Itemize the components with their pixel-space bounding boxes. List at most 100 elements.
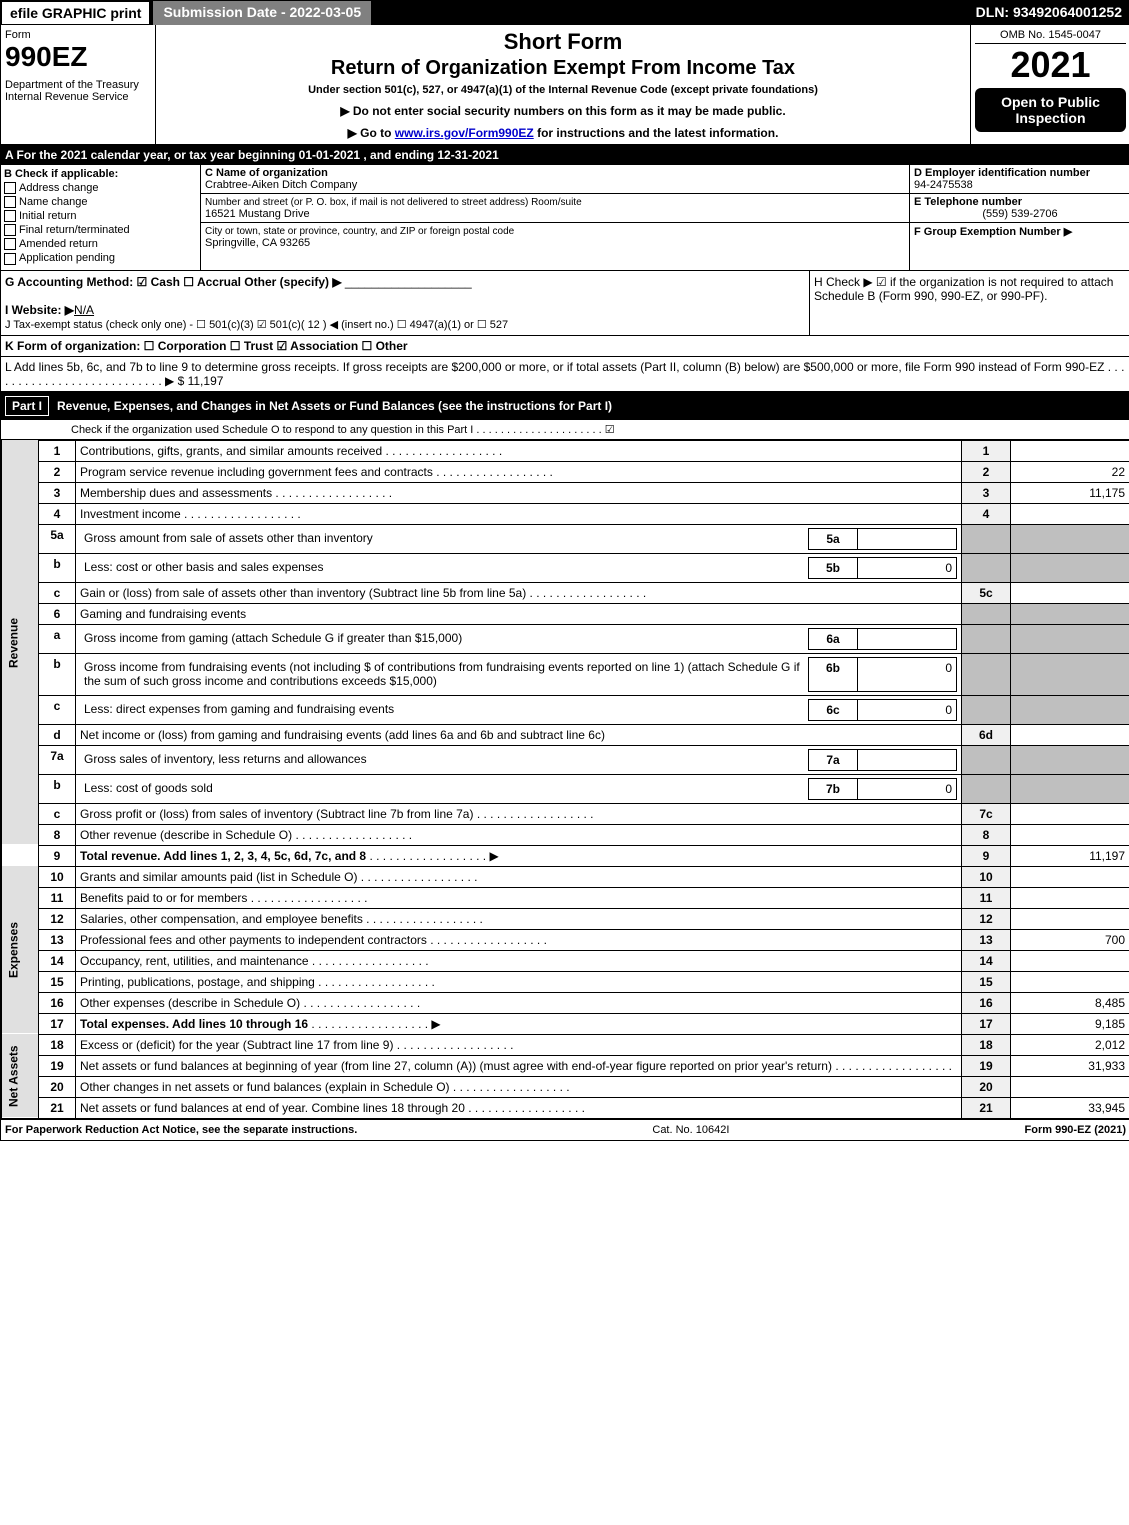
h-check: H Check ▶ ☑ if the organization is not r…	[810, 271, 1129, 335]
open-to-public: Open to Public Inspection	[975, 88, 1126, 132]
chk-name-change[interactable]: Name change	[4, 196, 197, 208]
line-6-num: 6	[39, 603, 76, 624]
line-11-text: Benefits paid to or for members	[76, 887, 962, 908]
line-5a-ncol	[962, 524, 1011, 553]
line-7a-val	[1011, 745, 1129, 774]
line-14-val	[1011, 950, 1129, 971]
tax-year: 2021	[975, 44, 1126, 86]
line-15-text: Printing, publications, postage, and shi…	[76, 971, 962, 992]
line-17-ncol: 17	[962, 1013, 1011, 1034]
line-5b-num: b	[39, 553, 76, 582]
line-20-ncol: 20	[962, 1076, 1011, 1097]
line-6-val	[1011, 603, 1129, 624]
line-6d-text: Net income or (loss) from gaming and fun…	[76, 724, 962, 745]
line-7a-iv	[858, 749, 957, 770]
line-2-text: Program service revenue including govern…	[76, 461, 962, 482]
col-c: C Name of organization Crabtree-Aiken Di…	[201, 165, 910, 270]
line-6a-cell: Gross income from gaming (attach Schedul…	[76, 624, 962, 653]
line-21-text: Net assets or fund balances at end of ye…	[76, 1097, 962, 1118]
line-2-num: 2	[39, 461, 76, 482]
line-7a-cell: Gross sales of inventory, less returns a…	[76, 745, 962, 774]
side-expenses: Expenses	[2, 866, 39, 1034]
group-exemption-label: F Group Exemption Number ▶	[914, 226, 1072, 238]
line-5b-val	[1011, 553, 1129, 582]
tel-row: E Telephone number (559) 539-2706	[910, 194, 1129, 223]
line-6b-inner: 6b	[809, 657, 858, 691]
line-7b-inner: 7b	[809, 778, 858, 799]
line-7a-num: 7a	[39, 745, 76, 774]
line-6c-iv: 0	[858, 699, 957, 720]
c-name-label: C Name of organization	[205, 167, 328, 179]
line-7b-iv: 0	[858, 778, 957, 799]
line-5a-val	[1011, 524, 1129, 553]
b-label: B Check if applicable:	[4, 168, 118, 180]
irs-link[interactable]: www.irs.gov/Form990EZ	[395, 126, 534, 140]
line-18-val: 2,012	[1011, 1034, 1129, 1055]
line-21-ncol: 21	[962, 1097, 1011, 1118]
line-12-ncol: 12	[962, 908, 1011, 929]
k-form-org: K Form of organization: ☐ Corporation ☐ …	[1, 336, 1129, 357]
part-i-subtitle: Check if the organization used Schedule …	[1, 420, 1129, 440]
line-6d-num: d	[39, 724, 76, 745]
line-11-ncol: 11	[962, 887, 1011, 908]
omb-number: OMB No. 1545-0047	[975, 29, 1126, 44]
line-4-val	[1011, 503, 1129, 524]
line-12-text: Salaries, other compensation, and employ…	[76, 908, 962, 929]
line-8-text: Other revenue (describe in Schedule O)	[76, 824, 962, 845]
line-3-text: Membership dues and assessments	[76, 482, 962, 503]
website-value: N/A	[74, 303, 94, 317]
line-7b-val	[1011, 774, 1129, 803]
chk-address-change[interactable]: Address change	[4, 182, 197, 194]
line-10-val	[1011, 866, 1129, 887]
title-return: Return of Organization Exempt From Incom…	[160, 57, 966, 80]
line-6c-ncol	[962, 695, 1011, 724]
line-4-num: 4	[39, 503, 76, 524]
line-5a-iv	[858, 528, 957, 549]
line-20-val	[1011, 1076, 1129, 1097]
line-14-ncol: 14	[962, 950, 1011, 971]
line-9-ncol: 9	[962, 845, 1011, 866]
group-exemption-row: F Group Exemption Number ▶	[910, 223, 1129, 240]
chk-final-return[interactable]: Final return/terminated	[4, 224, 197, 236]
footer-cat: Cat. No. 10642I	[357, 1124, 1024, 1136]
chk-amended[interactable]: Amended return	[4, 238, 197, 250]
line-4-text: Investment income	[76, 503, 962, 524]
line-14-num: 14	[39, 950, 76, 971]
top-bar: efile GRAPHIC print Submission Date - 20…	[1, 1, 1129, 25]
line-1-val	[1011, 440, 1129, 461]
line-16-num: 16	[39, 992, 76, 1013]
line-2-val: 22	[1011, 461, 1129, 482]
line-6a-text: Gross income from gaming (attach Schedul…	[80, 628, 809, 649]
section-b-c-d: B Check if applicable: Address change Na…	[1, 165, 1129, 271]
inst-goto-prefix: ▶ Go to	[348, 126, 395, 140]
line-7a-inner: 7a	[809, 749, 858, 770]
line-6c-cell: Less: direct expenses from gaming and fu…	[76, 695, 962, 724]
form-header: Form 990EZ Department of the Treasury In…	[1, 25, 1129, 145]
line-9-val: 11,197	[1011, 845, 1129, 866]
ein-value: 94-2475538	[914, 179, 973, 191]
line-3-num: 3	[39, 482, 76, 503]
chk-app-pending[interactable]: Application pending	[4, 252, 197, 264]
org-name-row: C Name of organization Crabtree-Aiken Di…	[201, 165, 909, 194]
line-19-ncol: 19	[962, 1055, 1011, 1076]
chk-initial-return[interactable]: Initial return	[4, 210, 197, 222]
line-9-num: 9	[39, 845, 76, 866]
header-center: Short Form Return of Organization Exempt…	[156, 25, 970, 144]
line-2-ncol: 2	[962, 461, 1011, 482]
line-21-num: 21	[39, 1097, 76, 1118]
line-5c-num: c	[39, 582, 76, 603]
line-18-ncol: 18	[962, 1034, 1011, 1055]
line-13-num: 13	[39, 929, 76, 950]
line-6c-text: Less: direct expenses from gaming and fu…	[80, 699, 809, 720]
line-8-ncol: 8	[962, 824, 1011, 845]
line-16-val: 8,485	[1011, 992, 1129, 1013]
row-g-h: G Accounting Method: ☑ Cash ☐ Accrual Ot…	[1, 271, 1129, 336]
ein-label: D Employer identification number	[914, 167, 1090, 179]
line-1-num: 1	[39, 440, 76, 461]
part-i-header: Part I Revenue, Expenses, and Changes in…	[1, 392, 1129, 420]
ein-row: D Employer identification number 94-2475…	[910, 165, 1129, 194]
line-1-text: Contributions, gifts, grants, and simila…	[76, 440, 962, 461]
col-b: B Check if applicable: Address change Na…	[1, 165, 201, 270]
line-5a-inner: 5a	[809, 528, 858, 549]
line-6a-iv	[858, 628, 957, 649]
